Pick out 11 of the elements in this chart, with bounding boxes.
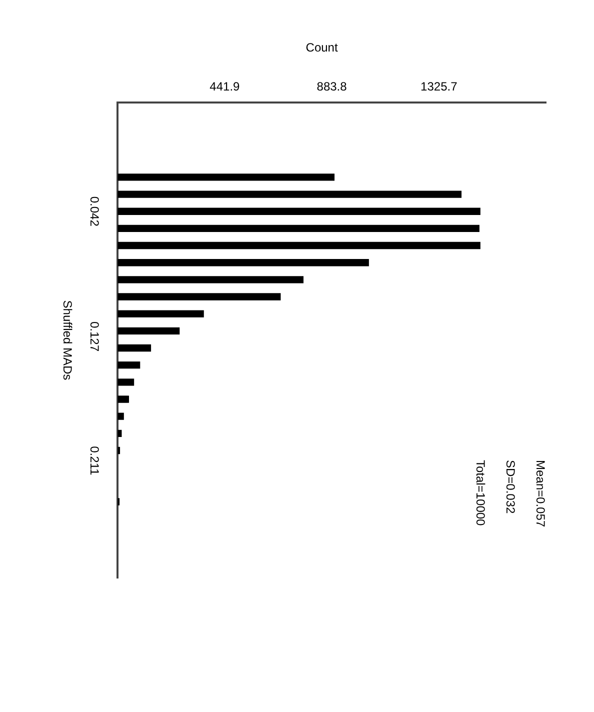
annotation: Total=10000 [474,460,488,526]
y-tick-label: 0.042 [87,196,102,227]
y-tick-label: 0.127 [87,322,102,352]
x-tick-label: 883.8 [316,80,348,94]
x-tick-label: 441.9 [210,80,240,94]
y-tick-label: 0.211 [87,446,102,476]
annotation: SD=0.032 [504,460,518,514]
x-tick-label: 1325.7 [420,80,458,94]
x-axis-title: Count [306,40,338,54]
annotation: Mean=0.057 [534,460,548,528]
y-axis-title: Shuffled MADs [60,300,75,380]
